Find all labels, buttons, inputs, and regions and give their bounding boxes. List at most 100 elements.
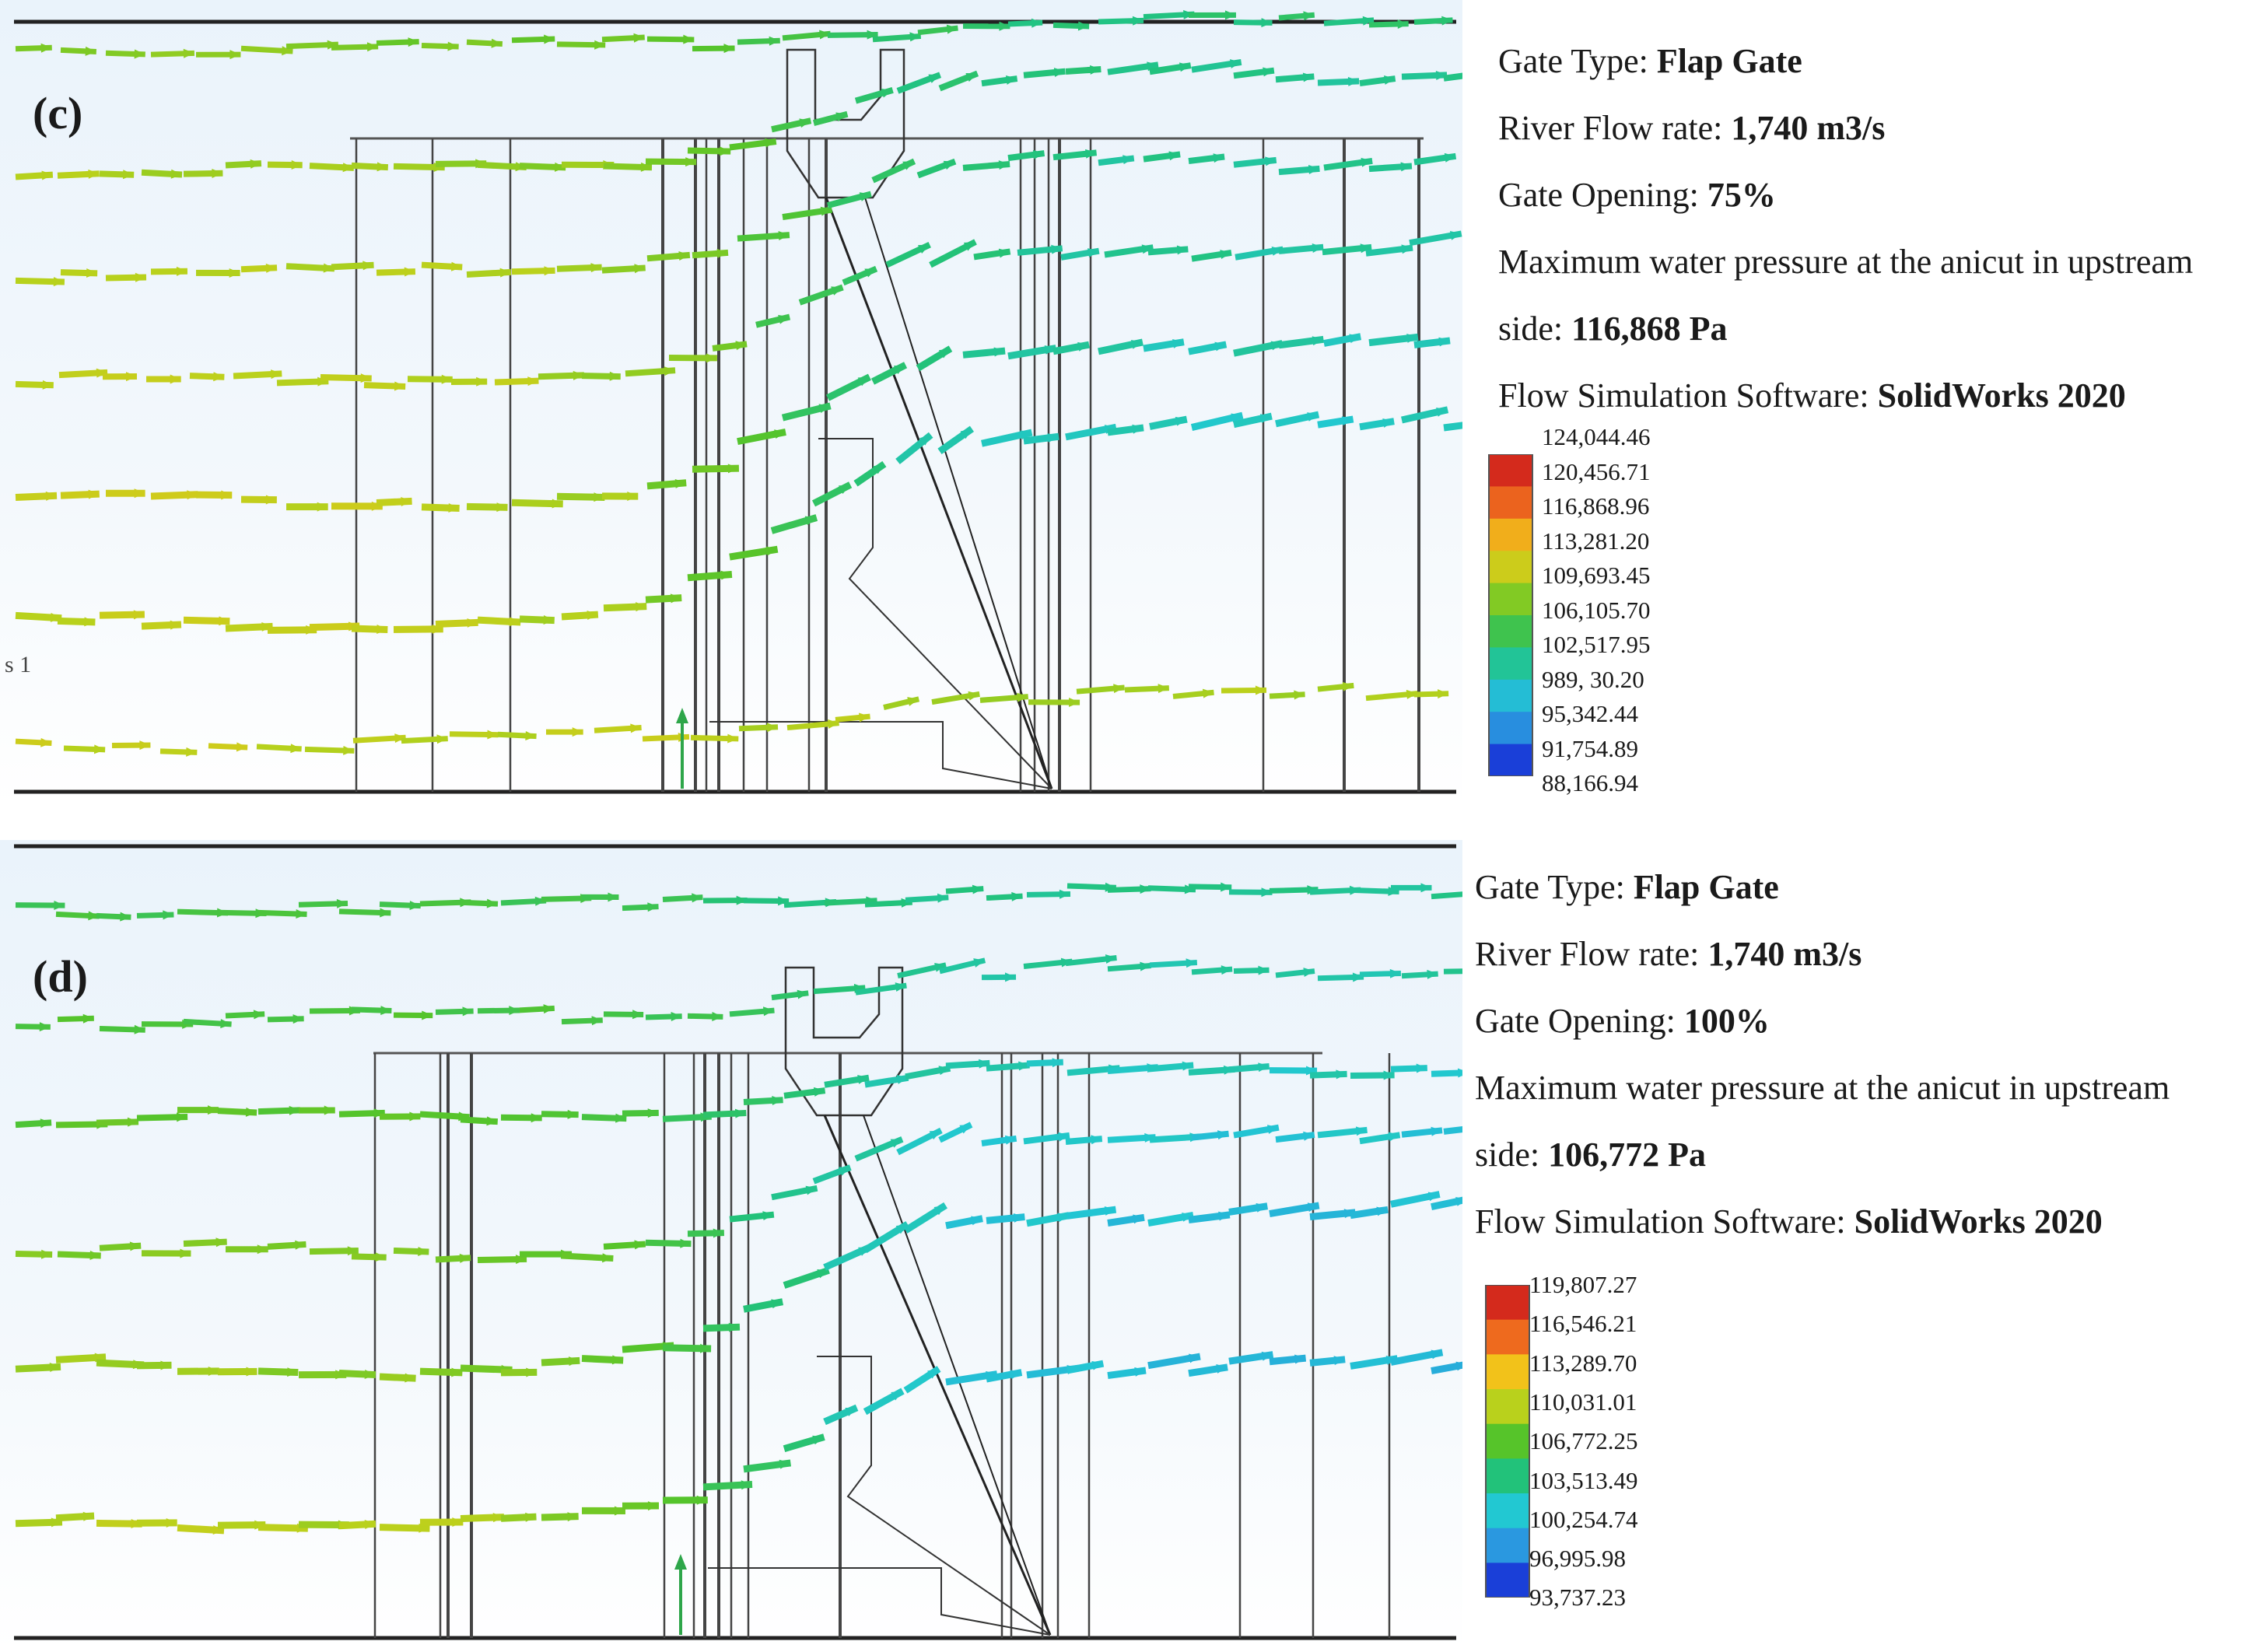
flow-arrow-head xyxy=(937,893,949,903)
scale-tick: 100,254.74 xyxy=(1529,1505,1638,1533)
flow-arrow-head xyxy=(762,1211,774,1221)
flow-arrow-head xyxy=(1031,18,1043,28)
flow-arrow-head xyxy=(993,347,1006,357)
scale-color-band xyxy=(1489,712,1532,745)
scale-tick: 106,772.25 xyxy=(1529,1427,1638,1455)
flow-arrow-head xyxy=(1069,698,1080,708)
flow-arrow-head xyxy=(1427,1192,1440,1202)
flow-arrow-head xyxy=(1342,681,1354,691)
axis-mark: s 1 xyxy=(5,652,32,677)
flow-arrow-head xyxy=(404,267,415,277)
flow-arrow-head xyxy=(1341,416,1354,426)
flow-arrow-head xyxy=(1302,72,1315,82)
flow-arrow-head xyxy=(1303,1131,1315,1141)
flow-arrow-head xyxy=(765,546,778,556)
flow-arrow-head xyxy=(647,1108,659,1118)
pressure-color-scale-c xyxy=(1488,454,1533,776)
scale-color-band xyxy=(1486,1389,1529,1425)
flow-arrow-head xyxy=(857,1075,869,1084)
scale-color-band xyxy=(1489,615,1532,648)
flow-arrow-head xyxy=(405,1373,416,1383)
flow-arrow-head xyxy=(609,371,621,381)
flow-arrow-head xyxy=(212,1525,225,1535)
flow-arrow-head xyxy=(594,492,605,502)
flow-arrow-head xyxy=(418,1246,429,1256)
flow-arrow-head xyxy=(220,1019,232,1029)
flow-arrow-head xyxy=(362,261,374,271)
flow-arrow-head xyxy=(1303,968,1315,978)
flow-arrow-head xyxy=(959,1124,972,1134)
flow-simulation-view-d xyxy=(0,840,1462,1652)
flow-arrow-head xyxy=(447,41,459,51)
flow-arrow-head xyxy=(380,1006,392,1016)
flow-arrow-head xyxy=(1186,958,1197,968)
flow-arrow-head xyxy=(525,730,537,740)
flow-arrow-head xyxy=(40,1249,53,1259)
scale-color-band xyxy=(1489,551,1532,584)
flow-arrow-head xyxy=(608,892,619,902)
flow-arrow-head xyxy=(965,72,978,82)
flow-arrow-head xyxy=(1435,70,1448,80)
flow-arrow-head xyxy=(1259,414,1272,423)
flow-arrow-head xyxy=(166,1518,177,1528)
flow-arrow-head xyxy=(1032,149,1045,159)
flow-arrow-head xyxy=(364,1369,376,1379)
flow-arrow-head xyxy=(895,1223,908,1234)
flow-arrow-head xyxy=(394,733,406,744)
flow-arrow-head xyxy=(573,370,584,380)
flow-arrow-head xyxy=(799,118,811,128)
flow-arrow-head xyxy=(627,491,639,501)
flow-arrow-head xyxy=(713,1228,724,1238)
gate-opening-row: Gate Opening: 75% xyxy=(1498,176,1776,214)
flow-arrow-head xyxy=(971,1216,983,1226)
flow-arrow-head xyxy=(902,161,915,170)
flow-arrow-head xyxy=(290,744,302,754)
pressure-label-row: Maximum water pressure at the anicut in … xyxy=(1475,1069,2170,1107)
flow-arrow-head xyxy=(1308,165,1320,175)
scale-color-band xyxy=(1486,1528,1529,1563)
flow-arrow-head xyxy=(741,1480,753,1490)
pier-outline xyxy=(817,1356,1051,1636)
flow-arrow-head xyxy=(245,1107,257,1117)
flow-arrow-head xyxy=(543,615,555,625)
flow-arrow-head xyxy=(838,485,851,495)
flow-arrow-head xyxy=(630,723,642,733)
scale-tick: 116,546.21 xyxy=(1529,1310,1637,1338)
flow-arrow-head xyxy=(1431,1349,1443,1360)
flow-arrow-head xyxy=(1437,689,1449,699)
scale-color-band xyxy=(1489,518,1532,551)
flow-arrow-head xyxy=(287,1367,299,1377)
flow-arrow-head xyxy=(1427,969,1438,979)
flow-arrow-head xyxy=(1406,689,1418,699)
flow-arrow-head xyxy=(1449,230,1462,240)
flow-arrow-head xyxy=(881,88,893,98)
panel-label: (d) xyxy=(33,951,88,1002)
flow-arrow-head xyxy=(84,617,96,627)
flow-arrow-head xyxy=(50,612,62,622)
flow-arrow-head xyxy=(380,908,391,918)
flow-arrow-head xyxy=(246,1367,257,1377)
gate-type-row: Gate Type: Flap Gate xyxy=(1498,42,1802,80)
scale-tick: 95,342.44 xyxy=(1542,700,1638,727)
scale-tick: 106,105.70 xyxy=(1542,596,1651,624)
flow-arrow-head xyxy=(968,691,980,701)
flow-arrow-head xyxy=(999,21,1010,31)
scale-color-band xyxy=(1486,1319,1529,1355)
flow-arrow-head xyxy=(1416,1063,1427,1073)
flow-arrow-head xyxy=(1420,883,1432,893)
flow-arrow-head xyxy=(229,50,241,60)
scale-color-band xyxy=(1486,1285,1529,1321)
flow-arrow-head xyxy=(265,263,278,273)
flow-arrow-head xyxy=(1057,1213,1070,1223)
flow-arrow-head xyxy=(1256,1202,1268,1213)
flow-arrow-head xyxy=(893,365,906,374)
flow-arrow-head xyxy=(1122,155,1134,165)
flow-arrow-head xyxy=(376,162,388,172)
flow-arrow-head xyxy=(979,1059,990,1069)
flow-arrow-head xyxy=(93,744,106,754)
flow-arrow-head xyxy=(727,464,739,474)
panel-d: (d) Gate Type: Flap Gate River Flow rate… xyxy=(0,840,2259,1652)
flow-arrow-head xyxy=(1005,75,1017,85)
flow-arrow-head xyxy=(1047,433,1059,443)
flow-arrow-head xyxy=(317,376,329,387)
